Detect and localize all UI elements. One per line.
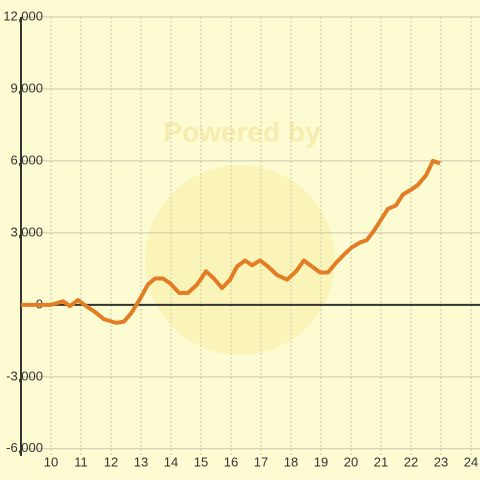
x-tick-label: 24 <box>464 454 478 469</box>
watermark-logo <box>145 165 335 355</box>
y-tick-label: -6,000 <box>6 440 43 455</box>
x-tick-label: 11 <box>74 454 88 469</box>
y-tick-label: 3,000 <box>10 224 43 239</box>
x-tick-label: 16 <box>224 454 238 469</box>
watermark: Powered by <box>163 116 321 147</box>
x-tick-label: 22 <box>404 454 418 469</box>
y-tick-label: -3,000 <box>6 368 43 383</box>
x-tick-label: 12 <box>104 454 118 469</box>
x-tick-label: 15 <box>194 454 208 469</box>
x-tick-label: 19 <box>314 454 328 469</box>
x-tick-label: 14 <box>164 454 178 469</box>
x-tick-label: 10 <box>44 454 58 469</box>
x-tick-label: 18 <box>284 454 298 469</box>
y-tick-label: 12,000 <box>3 8 43 23</box>
y-tick-label: 9,000 <box>10 80 43 95</box>
x-tick-label: 13 <box>134 454 148 469</box>
x-tick-label: 21 <box>374 454 388 469</box>
x-tick-label: 17 <box>254 454 268 469</box>
line <box>21 158 441 325</box>
y-tick-label: 6,000 <box>10 152 43 167</box>
x-tick-label: 20 <box>344 454 358 469</box>
x-tick-label: 23 <box>434 454 448 469</box>
